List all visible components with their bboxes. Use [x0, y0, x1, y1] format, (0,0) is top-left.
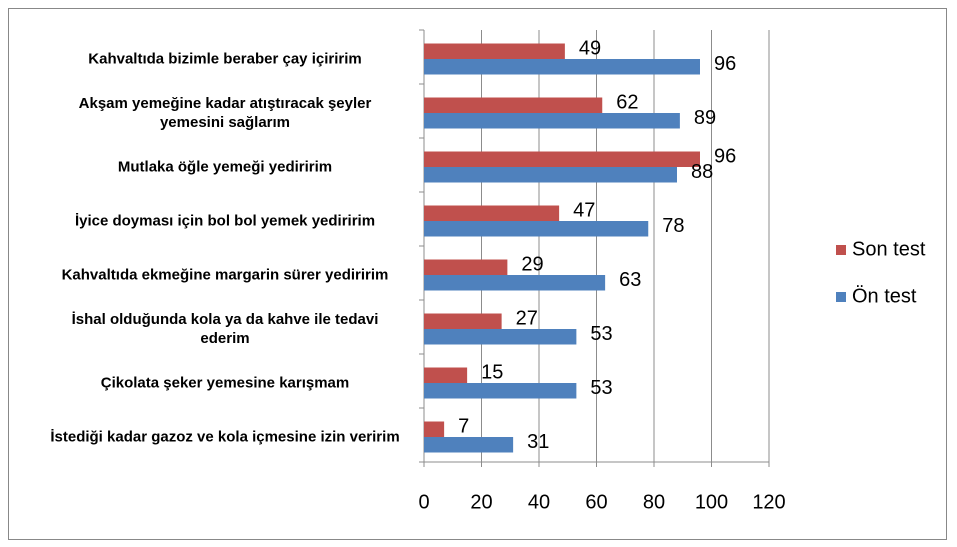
bar — [424, 437, 514, 453]
data-label: 53 — [590, 323, 612, 345]
legend-label: Ön test — [852, 285, 917, 307]
data-label: 88 — [691, 161, 713, 183]
legend-swatch — [836, 245, 846, 255]
x-tick-label: 80 — [643, 491, 665, 513]
data-label: 53 — [590, 377, 612, 399]
bar — [424, 113, 680, 129]
data-label: 78 — [662, 215, 684, 237]
bar — [424, 329, 577, 345]
legend-label: Son test — [852, 238, 926, 260]
data-label: 63 — [619, 269, 641, 291]
bar — [424, 383, 577, 399]
bar — [424, 205, 560, 221]
bar — [424, 259, 508, 275]
data-label: 27 — [516, 308, 538, 330]
x-tick-label: 60 — [585, 491, 607, 513]
y-tick-label: Akşam yemeğine kadar atıştıracak şeyler … — [78, 95, 372, 131]
y-tick-label: Çikolata şeker yemesine karışmam — [100, 374, 350, 392]
legend-swatch — [836, 292, 846, 302]
x-tick-label: 120 — [752, 491, 785, 513]
data-label: 15 — [481, 362, 503, 384]
bar — [424, 97, 603, 113]
x-tick-label: 40 — [528, 491, 550, 513]
data-label: 29 — [521, 254, 543, 276]
bar — [424, 43, 565, 59]
y-tick-label: Kahvaltıda bizimle beraber çay içiririm — [88, 50, 362, 68]
data-label: 7 — [458, 416, 469, 438]
y-tick-label: İstediği kadar gazoz ve kola içmesine iz… — [50, 428, 400, 446]
data-label: 62 — [616, 92, 638, 114]
bar — [424, 59, 700, 75]
data-label: 47 — [573, 200, 595, 222]
bar — [424, 421, 445, 437]
x-tick-label: 0 — [418, 491, 429, 513]
data-label: 89 — [694, 107, 716, 129]
bar — [424, 167, 677, 183]
bar — [424, 151, 700, 167]
data-label: 96 — [714, 146, 736, 168]
bar — [424, 221, 649, 237]
data-label: 31 — [527, 431, 549, 453]
bar — [424, 313, 502, 329]
y-tick-label: İyice doyması için bol bol yemek yedirir… — [74, 212, 376, 230]
x-tick-label: 100 — [695, 491, 728, 513]
bar — [424, 367, 468, 383]
bar — [424, 275, 606, 291]
y-tick-label: İshal olduğunda kola ya da kahve ile ted… — [71, 311, 379, 347]
y-tick-label: Kahvaltıda ekmeğine margarin sürer yedir… — [61, 266, 389, 284]
y-tick-label: Mutlaka öğle yemeği yediririm — [117, 158, 333, 176]
data-label: 49 — [579, 38, 601, 60]
x-tick-label: 20 — [470, 491, 492, 513]
data-label: 96 — [714, 53, 736, 75]
